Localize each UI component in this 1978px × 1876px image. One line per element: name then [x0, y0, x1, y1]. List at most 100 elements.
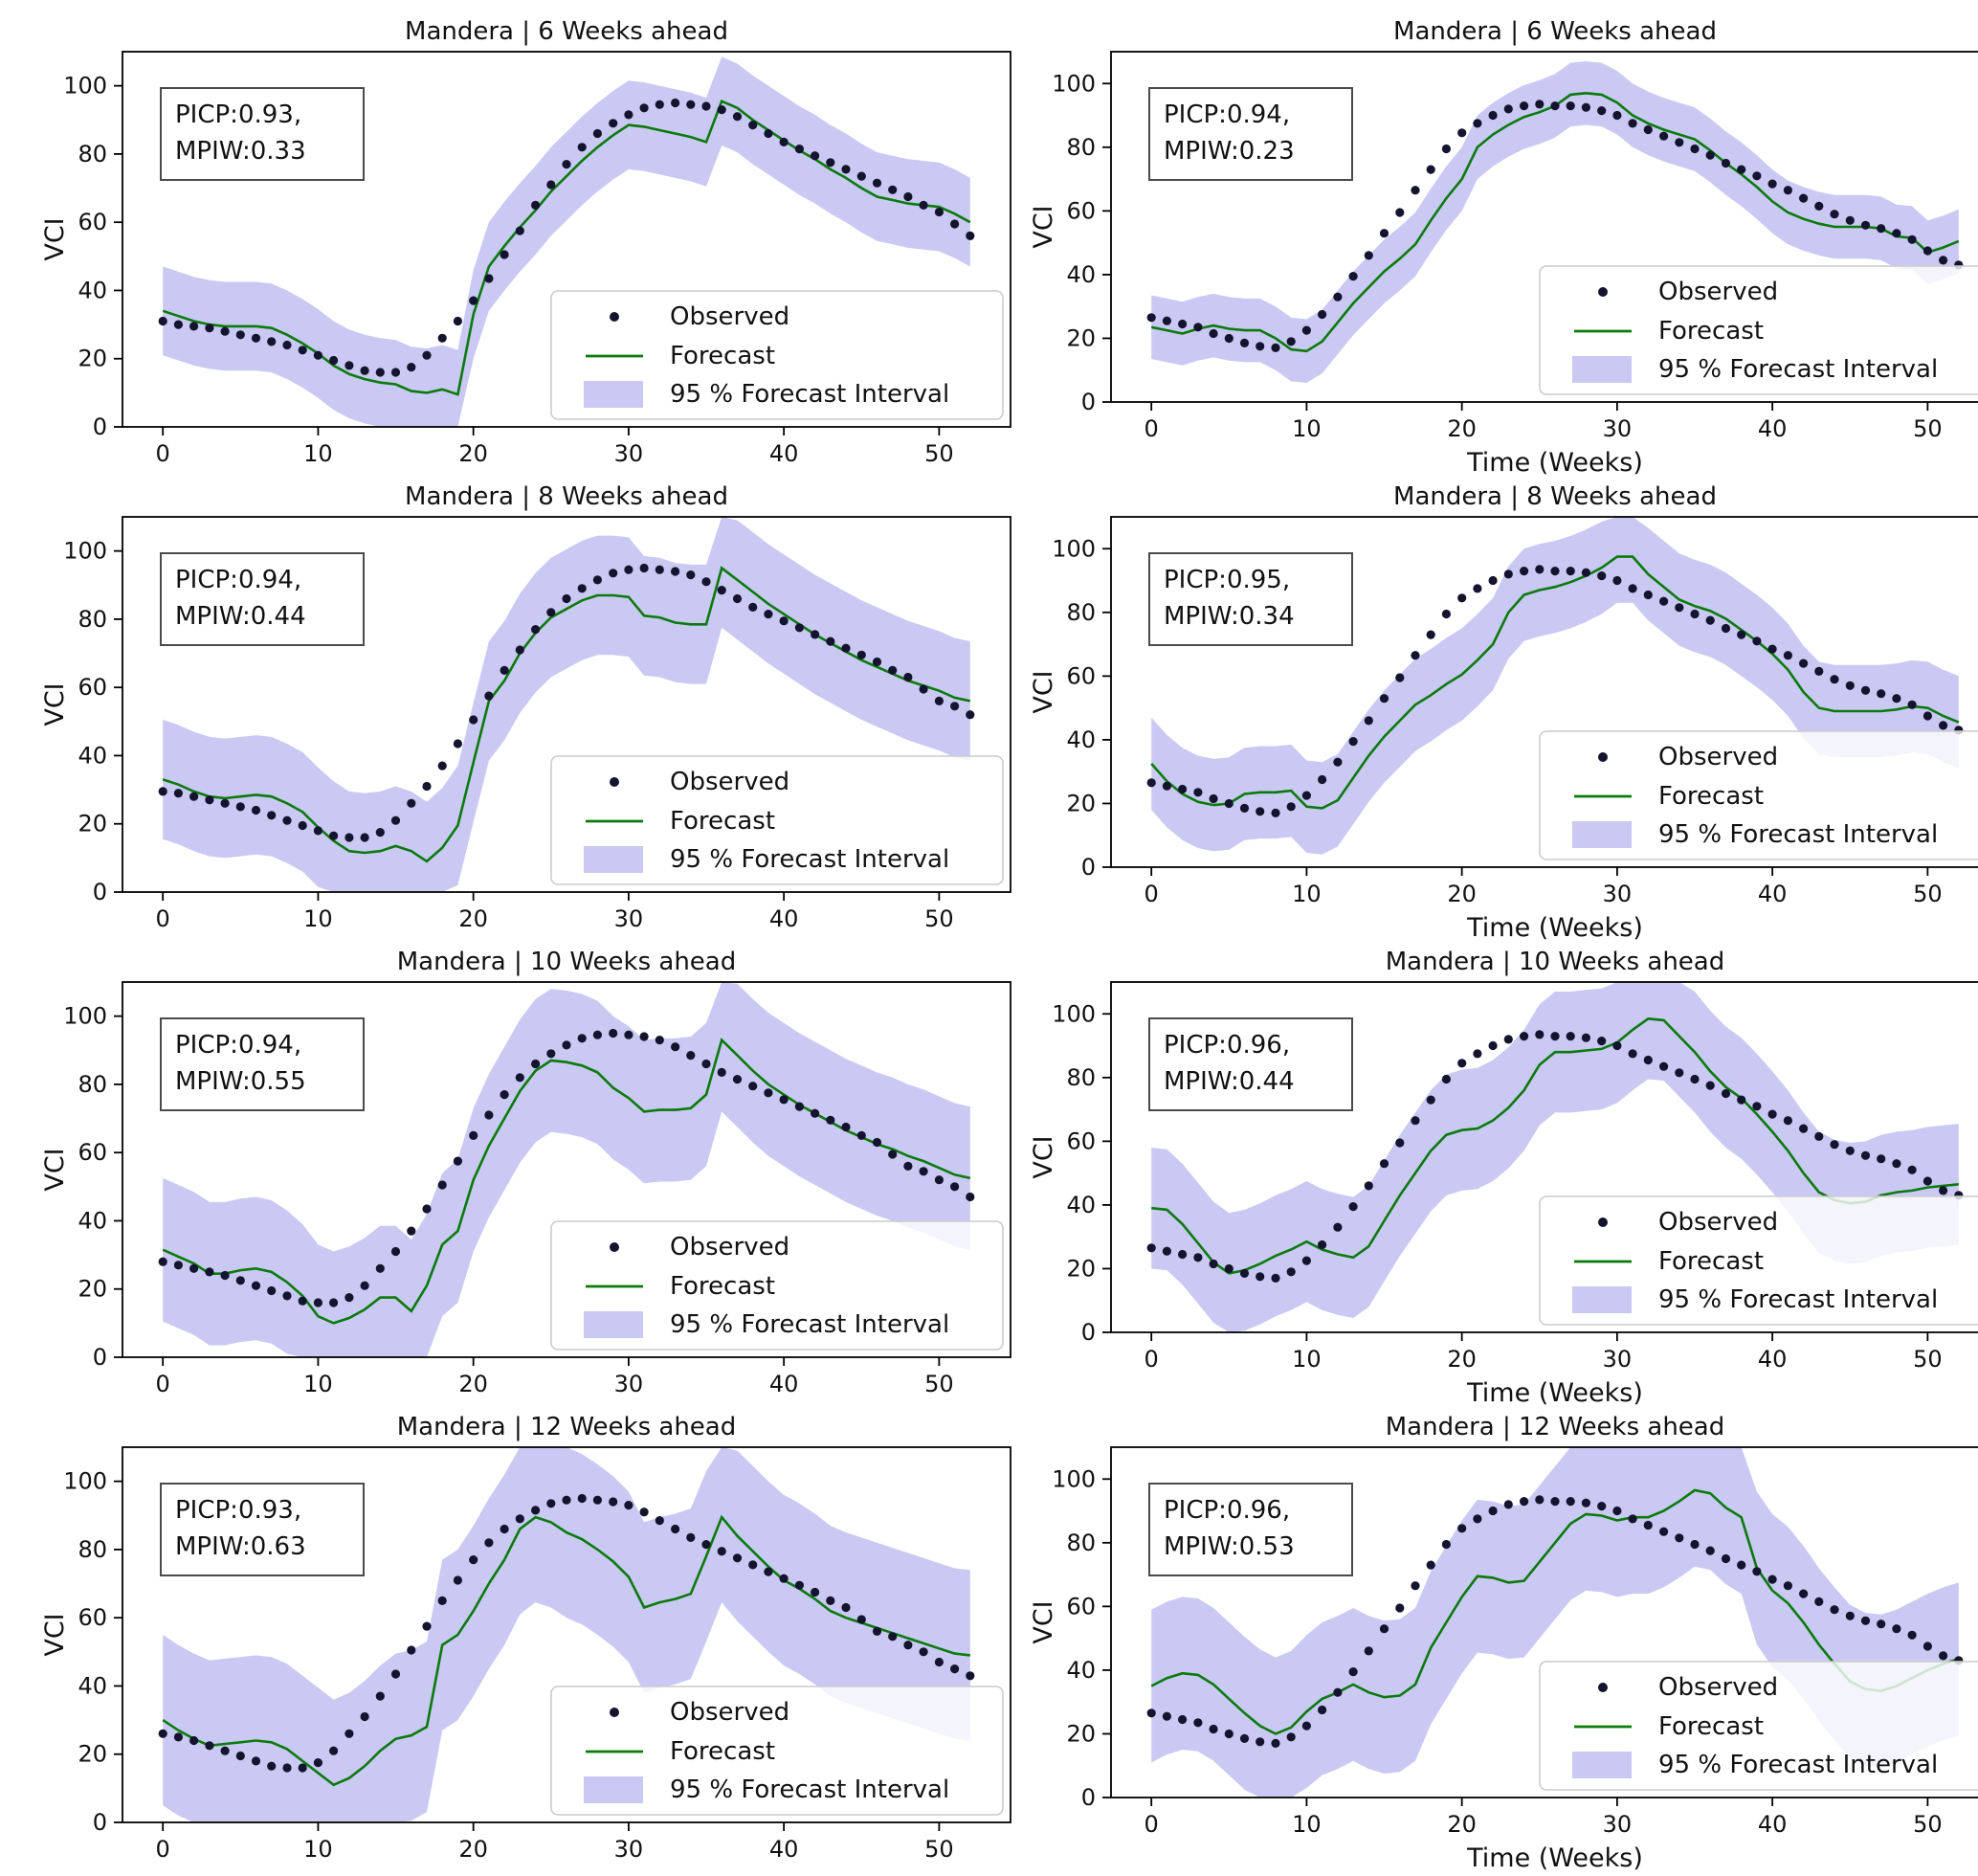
- chart-title: Mandera | 10 Weeks ahead: [1386, 948, 1725, 976]
- observed-point: [1441, 609, 1451, 619]
- observed-point: [1814, 1131, 1824, 1141]
- observed-point: [267, 337, 277, 346]
- observed-point: [1783, 651, 1792, 660]
- observed-point: [717, 586, 726, 595]
- observed-point: [344, 1293, 354, 1303]
- observed-point: [764, 610, 773, 619]
- observed-point: [360, 366, 369, 375]
- observed-point: [1675, 1533, 1684, 1543]
- observed-point: [1690, 1074, 1700, 1084]
- y-axis-label: VCI: [40, 217, 70, 260]
- observed-point: [1364, 251, 1373, 260]
- observed-point: [390, 815, 401, 825]
- observed-point: [717, 1547, 726, 1556]
- observed-point: [375, 828, 385, 838]
- observed-point: [903, 1641, 913, 1650]
- observed-point: [811, 151, 820, 161]
- legend-interval-patch-icon: [584, 381, 643, 408]
- observed-point: [1581, 102, 1590, 112]
- y-tick-label: 20: [78, 346, 107, 372]
- observed-point: [344, 1729, 354, 1738]
- x-tick-label: 0: [156, 440, 170, 467]
- observed-point: [298, 346, 307, 355]
- legend: Observed Forecast 95 % Forecast Interval: [1539, 265, 1978, 395]
- observed-point: [686, 100, 696, 109]
- picp-mpiw-annotation: PICP:0.96, MPIW:0.44: [1148, 1017, 1353, 1111]
- observed-point: [856, 171, 866, 181]
- y-tick-label: 0: [93, 879, 107, 905]
- observed-point: [500, 1090, 509, 1100]
- observed-point: [732, 593, 743, 604]
- observed-point: [1659, 1061, 1669, 1071]
- observed-point: [235, 1276, 245, 1285]
- observed-point: [562, 1495, 571, 1505]
- y-tick-label: 20: [1066, 790, 1096, 816]
- observed-point: [1256, 1272, 1265, 1282]
- observed-point: [826, 158, 835, 168]
- x-axis-ticks: 0 10 20 30 40 50: [156, 1822, 954, 1863]
- observed-point: [189, 322, 199, 331]
- observed-point: [1690, 609, 1700, 619]
- observed-point: [811, 1587, 820, 1597]
- forecast-interval-band: [1151, 1447, 1959, 1798]
- observed-point: [205, 1267, 214, 1277]
- observed-point: [173, 1732, 183, 1742]
- legend-observed-marker-icon: [610, 312, 619, 322]
- forecast-line: [1150, 555, 1960, 810]
- observed-point: [1271, 1738, 1280, 1748]
- observed-point: [1581, 1498, 1590, 1508]
- observed-point: [329, 1298, 339, 1307]
- observed-point: [469, 715, 478, 725]
- observed-point: [748, 121, 758, 130]
- observed-point: [1628, 119, 1637, 128]
- observed-point: [888, 665, 898, 675]
- x-tick-label: 20: [458, 1836, 488, 1863]
- x-tick-label: 50: [1913, 1811, 1943, 1838]
- observed-point: [841, 1602, 851, 1613]
- observed-point: [1348, 1667, 1358, 1677]
- observed-point: [872, 178, 882, 188]
- plot-frame: [1110, 1446, 1978, 1798]
- legend-box: [550, 755, 1004, 885]
- observed-point: [1411, 1581, 1420, 1591]
- x-tick-label: 0: [156, 905, 170, 932]
- y-tick-label: 0: [93, 1344, 107, 1371]
- observed-point: [1675, 1068, 1684, 1078]
- observed-point: [919, 684, 928, 694]
- y-tick-label: 80: [1066, 1064, 1096, 1091]
- observed-point: [1271, 808, 1280, 817]
- observed-point: [671, 1524, 680, 1534]
- observed-point: [779, 1095, 789, 1105]
- observed-point: [732, 112, 743, 122]
- observed-point: [1301, 1256, 1311, 1265]
- observed-point: [1922, 1176, 1932, 1186]
- observed-point: [531, 1506, 541, 1515]
- observed-point: [1395, 1603, 1405, 1613]
- observed-point: [1426, 630, 1435, 639]
- observed-point: [453, 1156, 462, 1166]
- forecast-line: [162, 99, 971, 396]
- observed-point: [1566, 1032, 1575, 1041]
- x-tick-label: 40: [1758, 415, 1788, 442]
- observed-point: [453, 316, 462, 326]
- x-tick-label: 40: [1758, 1346, 1788, 1373]
- legend-observed-marker-icon: [610, 1708, 619, 1717]
- observed-point: [826, 1596, 835, 1605]
- y-tick-label: 40: [78, 742, 107, 769]
- observed-point: [1395, 1138, 1405, 1148]
- x-tick-label: 10: [303, 905, 333, 932]
- vci-forecast-chart-0: 0 20 40 60 80 100 0 10 20 30 40 50 VCI Mandera | 6 We…: [40, 17, 1011, 467]
- y-axis-label: VCI: [40, 1148, 70, 1191]
- legend: Observed Forecast 95 % Forecast Interval: [550, 1220, 1004, 1351]
- observed-point: [950, 1664, 960, 1674]
- observed-point: [469, 296, 478, 305]
- observed-point: [1767, 1109, 1777, 1119]
- x-tick-label: 20: [458, 440, 488, 467]
- observed-point: [1503, 1500, 1513, 1509]
- observed-points: [1146, 1030, 1964, 1283]
- observed-point: [1877, 1619, 1886, 1629]
- observed-point: [1892, 229, 1901, 238]
- y-axis-ticks: 0 20 40 60 80 100: [63, 538, 122, 905]
- x-tick-label: 0: [1145, 415, 1159, 442]
- observed-point: [205, 324, 214, 333]
